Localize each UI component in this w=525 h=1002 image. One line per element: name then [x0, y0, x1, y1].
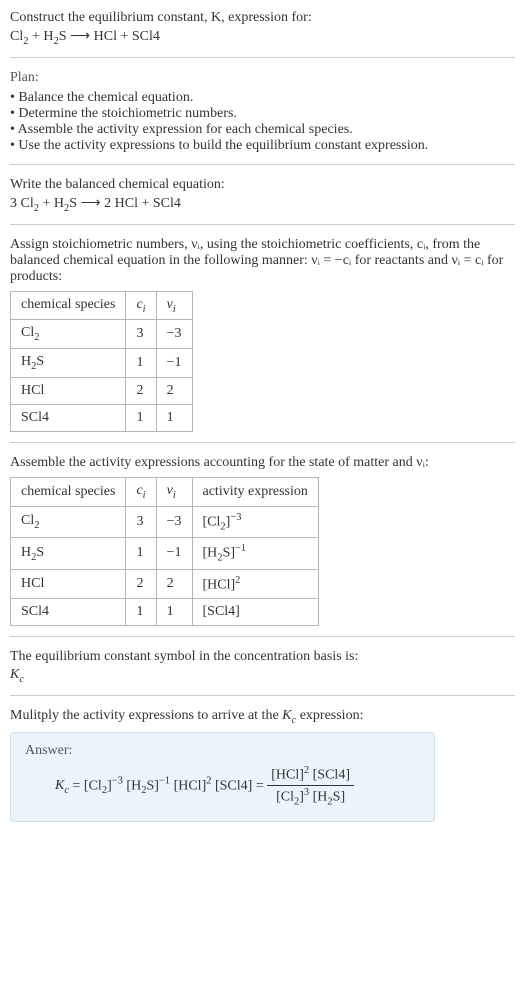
- activity-intro: Assemble the activity expressions accoun…: [10, 455, 515, 471]
- fraction-denominator: [Cl2]3 [H2S]: [267, 786, 354, 807]
- col-header: activity expression: [192, 477, 318, 506]
- cell-species: Cl2: [11, 320, 126, 349]
- intro-text: Construct the equilibrium constant, K, e…: [10, 10, 312, 25]
- table-row: SCl4 1 1 [SCl4]: [11, 599, 319, 626]
- plan-step: Use the activity expressions to build th…: [10, 138, 515, 154]
- col-header: ci: [126, 291, 156, 320]
- divider: [10, 636, 515, 637]
- cell-species: HCl: [11, 377, 126, 404]
- table-row: HCl 2 2: [11, 377, 193, 404]
- kc-heading: The equilibrium constant symbol in the c…: [10, 649, 515, 665]
- table-row: SCl4 1 1: [11, 404, 193, 431]
- cell-c: 1: [126, 404, 156, 431]
- col-header: ci: [126, 477, 156, 506]
- stoich-intro: Assign stoichiometric numbers, νᵢ, using…: [10, 237, 515, 285]
- balanced-equation: 3 Cl2 + H2S ⟶ 2 HCl + SCl4: [10, 195, 515, 214]
- cell-species: SCl4: [11, 404, 126, 431]
- table-row: H2S 1 −1: [11, 349, 193, 378]
- cell-expr: [HCl]2: [192, 569, 318, 599]
- table-row: H2S 1 −1 [H2S]−1: [11, 538, 319, 569]
- reaction-lhs: Cl2 + H2S: [10, 29, 67, 44]
- multiply-text: Mulitply the activity expressions to arr…: [10, 708, 515, 726]
- cell-c: 1: [126, 599, 156, 626]
- answer-label: Answer:: [25, 743, 420, 759]
- table-row: HCl 2 2 [HCl]2: [11, 569, 319, 599]
- answer-box: Answer: Kc = [Cl2]−3 [H2S]−1 [HCl]2 [SCl…: [10, 732, 435, 822]
- cell-species: H2S: [11, 349, 126, 378]
- divider: [10, 224, 515, 225]
- cell-species: SCl4: [11, 599, 126, 626]
- balanced-heading: Write the balanced chemical equation:: [10, 177, 515, 193]
- divider: [10, 695, 515, 696]
- cell-c: 3: [126, 320, 156, 349]
- cell-v: −3: [156, 320, 192, 349]
- cell-species: HCl: [11, 569, 126, 599]
- reaction-rhs: HCl + SCl4: [94, 29, 160, 44]
- col-header: νi: [156, 477, 192, 506]
- fraction-numerator: [HCl]2 [SCl4]: [267, 765, 354, 786]
- stoich-table: chemical species ci νi Cl2 3 −3 H2S 1 −1…: [10, 291, 193, 432]
- plan-step: Determine the stoichiometric numbers.: [10, 106, 515, 122]
- cell-expr: [H2S]−1: [192, 538, 318, 569]
- cell-v: −1: [156, 538, 192, 569]
- cell-v: 1: [156, 599, 192, 626]
- kc-symbol: Kc: [10, 667, 515, 685]
- divider: [10, 164, 515, 165]
- reaction-arrow: ⟶: [70, 29, 90, 44]
- cell-expr: [SCl4]: [192, 599, 318, 626]
- cell-species: Cl2: [11, 506, 126, 537]
- balanced-rhs: 2 HCl + SCl4: [104, 196, 181, 211]
- cell-c: 3: [126, 506, 156, 537]
- plan-heading: Plan:: [10, 70, 515, 86]
- divider: [10, 57, 515, 58]
- balanced-lhs: 3 Cl2 + H2S: [10, 196, 77, 211]
- table-header-row: chemical species ci νi activity expressi…: [11, 477, 319, 506]
- cell-species: H2S: [11, 538, 126, 569]
- cell-v: 2: [156, 377, 192, 404]
- cell-v: −1: [156, 349, 192, 378]
- plan-step: Assemble the activity expression for eac…: [10, 122, 515, 138]
- col-header: chemical species: [11, 477, 126, 506]
- intro-line: Construct the equilibrium constant, K, e…: [10, 10, 515, 26]
- activity-table: chemical species ci νi activity expressi…: [10, 477, 319, 626]
- col-header: chemical species: [11, 291, 126, 320]
- fraction: [HCl]2 [SCl4] [Cl2]3 [H2S]: [267, 765, 354, 807]
- kc-expression: Kc = [Cl2]−3 [H2S]−1 [HCl]2 [SCl4] = [HC…: [25, 765, 420, 807]
- balanced-arrow: ⟶: [81, 196, 101, 211]
- plan-step: Balance the chemical equation.: [10, 90, 515, 106]
- cell-c: 1: [126, 349, 156, 378]
- cell-c: 2: [126, 569, 156, 599]
- cell-v: −3: [156, 506, 192, 537]
- cell-v: 2: [156, 569, 192, 599]
- cell-c: 2: [126, 377, 156, 404]
- divider: [10, 442, 515, 443]
- cell-expr: [Cl2]−3: [192, 506, 318, 537]
- plan-list: Balance the chemical equation. Determine…: [10, 90, 515, 154]
- cell-v: 1: [156, 404, 192, 431]
- unbalanced-equation: Cl2 + H2S ⟶ HCl + SCl4: [10, 28, 515, 47]
- table-row: Cl2 3 −3: [11, 320, 193, 349]
- table-header-row: chemical species ci νi: [11, 291, 193, 320]
- col-header: νi: [156, 291, 192, 320]
- table-row: Cl2 3 −3 [Cl2]−3: [11, 506, 319, 537]
- cell-c: 1: [126, 538, 156, 569]
